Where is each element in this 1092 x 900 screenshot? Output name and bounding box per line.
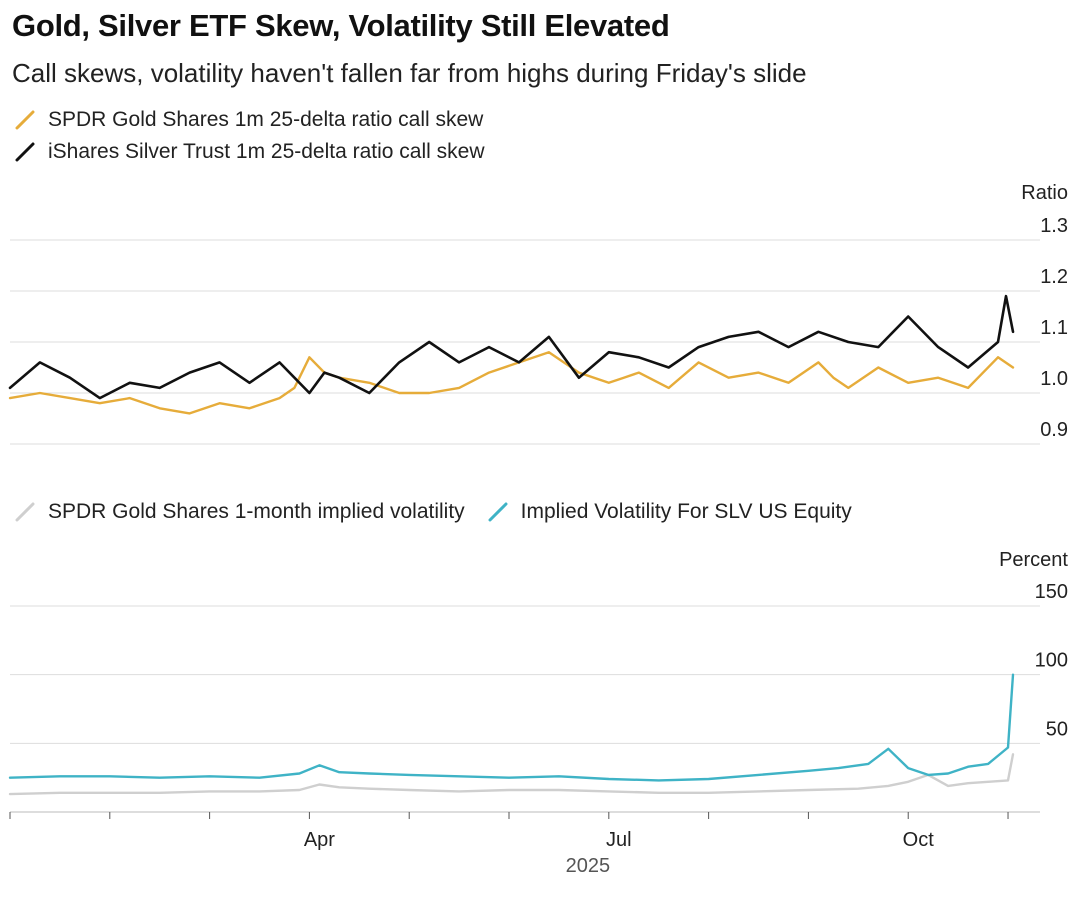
vol-legend: SPDR Gold Shares 1-month implied volatil… <box>14 500 874 524</box>
gold-vol-legend-icon <box>15 502 35 522</box>
y-tick-label-0-3: 1.0 <box>1040 368 1068 390</box>
legend-item-gold-vol: SPDR Gold Shares 1-month implied volatil… <box>14 500 465 524</box>
silver-skew-legend-icon <box>15 142 35 162</box>
y-tick-label-0-1: 1.2 <box>1040 266 1068 288</box>
legend-label-silver-vol: Implied Volatility For SLV US Equity <box>520 500 852 523</box>
y-tick-label-0-0: 1.3 <box>1040 215 1068 237</box>
series-line-0-1 <box>8 294 1015 400</box>
series-line-0-0 <box>8 351 1015 415</box>
y-tick-label-0-2: 1.1 <box>1040 317 1068 339</box>
y-tick-label-0-4: 0.9 <box>1040 419 1068 441</box>
chart-subtitle: Call skews, volatility haven't fallen fa… <box>12 58 807 88</box>
silver-vol-legend-icon <box>488 502 508 522</box>
legend-label-gold-vol: SPDR Gold Shares 1-month implied volatil… <box>48 500 465 523</box>
x-tick-label-0: Apr <box>304 829 335 851</box>
x-tick-label-2: Oct <box>903 829 935 851</box>
skew-legend: SPDR Gold Shares 1m 25-delta ratio call … <box>14 104 485 168</box>
gold-skew-legend-icon <box>15 110 35 130</box>
series-line-1-0 <box>8 753 1015 796</box>
legend-label-gold-skew: SPDR Gold Shares 1m 25-delta ratio call … <box>48 108 484 131</box>
legend-label-silver-skew: iShares Silver Trust 1m 25-delta ratio c… <box>48 140 485 163</box>
series-line-1-1 <box>8 673 1015 782</box>
y-tick-label-1-2: 50 <box>1046 718 1068 740</box>
y-tick-label-1-0: 150 <box>1035 581 1068 603</box>
y-tick-label-1-1: 100 <box>1035 650 1068 672</box>
x-year-label: 2025 <box>566 855 611 877</box>
x-tick-label-1: Jul <box>606 829 632 851</box>
y-unit-label-1: Percent <box>999 549 1068 571</box>
legend-item-silver-vol: Implied Volatility For SLV US Equity <box>487 500 852 524</box>
legend-item-silver-skew: iShares Silver Trust 1m 25-delta ratio c… <box>14 136 485 168</box>
y-unit-label-0: Ratio <box>1021 182 1068 204</box>
chart-title: Gold, Silver ETF Skew, Volatility Still … <box>12 8 670 43</box>
legend-item-gold-skew: SPDR Gold Shares 1m 25-delta ratio call … <box>14 104 485 136</box>
